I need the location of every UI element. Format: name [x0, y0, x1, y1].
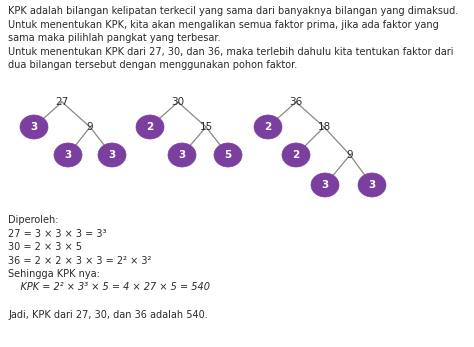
- Text: 2: 2: [146, 122, 154, 132]
- Text: 3: 3: [178, 150, 186, 160]
- Text: 27: 27: [55, 97, 69, 107]
- Ellipse shape: [98, 143, 126, 167]
- Text: 2: 2: [292, 150, 300, 160]
- Text: KPK = 2² × 3³ × 5 = 4 × 27 × 5 = 540: KPK = 2² × 3³ × 5 = 4 × 27 × 5 = 540: [8, 282, 210, 293]
- Ellipse shape: [282, 143, 310, 167]
- Text: Diperoleh:: Diperoleh:: [8, 215, 58, 225]
- Text: dua bilangan tersebut dengan menggunakan pohon faktor.: dua bilangan tersebut dengan menggunakan…: [8, 60, 297, 70]
- Ellipse shape: [214, 143, 242, 167]
- Text: 36 = 2 × 2 × 3 × 3 = 2² × 3²: 36 = 2 × 2 × 3 × 3 = 2² × 3²: [8, 255, 151, 265]
- Text: 3: 3: [30, 122, 37, 132]
- Text: 18: 18: [318, 122, 331, 132]
- Text: 36: 36: [289, 97, 302, 107]
- Text: 5: 5: [224, 150, 232, 160]
- Text: 9: 9: [346, 150, 353, 160]
- Ellipse shape: [358, 173, 386, 197]
- Ellipse shape: [168, 143, 196, 167]
- Text: 30 = 2 × 3 × 5: 30 = 2 × 3 × 5: [8, 242, 82, 252]
- Text: 3: 3: [321, 180, 328, 190]
- Text: 2: 2: [264, 122, 272, 132]
- Text: Jadi, KPK dari 27, 30, dan 36 adalah 540.: Jadi, KPK dari 27, 30, dan 36 adalah 540…: [8, 310, 208, 320]
- Text: KPK adalah bilangan kelipatan terkecil yang sama dari banyaknya bilangan yang di: KPK adalah bilangan kelipatan terkecil y…: [8, 6, 458, 16]
- Text: 30: 30: [172, 97, 184, 107]
- Text: 15: 15: [200, 122, 213, 132]
- Text: Untuk menentukan KPK dari 27, 30, dan 36, maka terlebih dahulu kita tentukan fak: Untuk menentukan KPK dari 27, 30, dan 36…: [8, 46, 454, 57]
- Ellipse shape: [254, 115, 282, 139]
- Text: 9: 9: [87, 122, 93, 132]
- Ellipse shape: [136, 115, 164, 139]
- Ellipse shape: [311, 173, 339, 197]
- Text: 3: 3: [109, 150, 116, 160]
- Ellipse shape: [54, 143, 82, 167]
- Text: Untuk menentukan KPK, kita akan mengalikan semua faktor prima, jika ada faktor y: Untuk menentukan KPK, kita akan mengalik…: [8, 19, 439, 29]
- Text: Sehingga KPK nya:: Sehingga KPK nya:: [8, 269, 100, 279]
- Text: sama maka pilihlah pangkat yang terbesar.: sama maka pilihlah pangkat yang terbesar…: [8, 33, 220, 43]
- Ellipse shape: [20, 115, 48, 139]
- Text: 3: 3: [64, 150, 72, 160]
- Text: 27 = 3 × 3 × 3 = 3³: 27 = 3 × 3 × 3 = 3³: [8, 229, 107, 238]
- Text: 3: 3: [368, 180, 375, 190]
